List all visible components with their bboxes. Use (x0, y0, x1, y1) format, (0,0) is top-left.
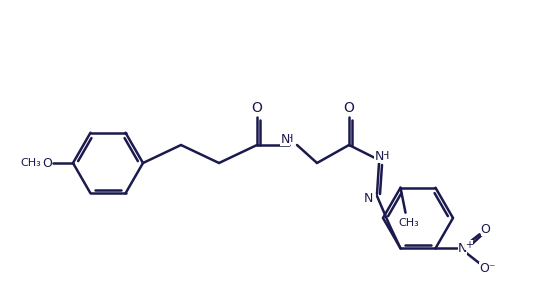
Text: O⁻: O⁻ (479, 262, 496, 275)
Text: N: N (458, 242, 467, 255)
Text: H: H (285, 134, 293, 144)
Text: O: O (252, 101, 262, 115)
Text: CH₃: CH₃ (20, 158, 41, 168)
Text: CH₃: CH₃ (398, 218, 419, 228)
Text: N: N (363, 192, 372, 205)
Text: O: O (344, 101, 354, 115)
Text: N: N (374, 149, 383, 163)
Text: H: H (381, 151, 389, 161)
Text: O: O (42, 157, 52, 170)
Text: +: + (466, 240, 473, 250)
Text: O: O (480, 223, 490, 236)
Text: N: N (280, 133, 290, 146)
